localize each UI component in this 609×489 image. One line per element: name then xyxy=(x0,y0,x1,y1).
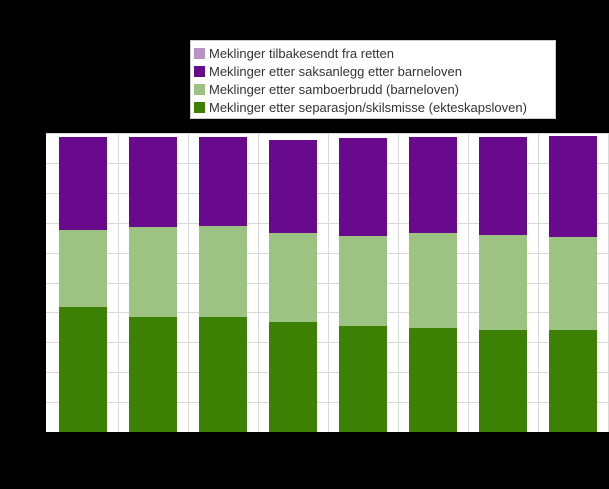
legend-item-label: Meklinger etter separasjon/skilsmisse (e… xyxy=(209,99,527,115)
bar-segment-series-1 xyxy=(129,137,177,227)
legend-item-label: Meklinger etter samboerbrudd (barneloven… xyxy=(209,81,460,97)
gridline-vertical xyxy=(188,133,189,432)
bar-segment-series-1 xyxy=(59,136,107,230)
gridline-horizontal xyxy=(46,252,609,254)
bar-segment-series-1 xyxy=(479,136,527,235)
bar-segment-series-3 xyxy=(59,307,107,432)
bar-segment-series-1 xyxy=(549,136,597,237)
bar-segment-series-3 xyxy=(199,317,247,432)
bar-segment-series-3 xyxy=(409,328,457,432)
gridline-vertical xyxy=(118,133,119,432)
legend-swatch-icon xyxy=(194,101,205,113)
legend-swatch-icon xyxy=(194,47,205,59)
gridline-horizontal xyxy=(46,372,609,374)
legend: Meklinger tilbakesendt fra retten Meklin… xyxy=(190,40,556,119)
legend-item-samboerbrudd[interactable]: Meklinger etter samboerbrudd (barneloven… xyxy=(194,80,551,98)
bar-segment-series-1 xyxy=(269,139,317,233)
bar-segment-series-2 xyxy=(549,236,597,331)
bar-segment-series-3 xyxy=(129,317,177,432)
legend-swatch-icon xyxy=(194,83,205,95)
bar-segment-series-2 xyxy=(269,232,317,323)
bar-segment-series-2 xyxy=(479,234,527,331)
bar-segment-series-2 xyxy=(339,235,387,327)
legend-item-tilbakesendt[interactable]: Meklinger tilbakesendt fra retten xyxy=(194,44,551,62)
gridline-horizontal xyxy=(46,342,609,344)
legend-item-saksanlegg[interactable]: Meklinger etter saksanlegg etter barnelo… xyxy=(194,62,551,80)
gridline-horizontal xyxy=(46,192,609,194)
legend-item-label: Meklinger tilbakesendt fra retten xyxy=(209,45,394,61)
bar-segment-series-1 xyxy=(339,138,387,236)
gridline-horizontal xyxy=(46,133,609,134)
bar-segment-series-2 xyxy=(129,226,177,318)
gridline-vertical xyxy=(258,133,259,432)
gridline-horizontal xyxy=(46,162,609,164)
gridline-vertical xyxy=(468,133,469,432)
gridline-vertical xyxy=(328,133,329,432)
gridline-vertical xyxy=(398,133,399,432)
bar-segment-series-3 xyxy=(479,330,527,432)
legend-item-label: Meklinger etter saksanlegg etter barnelo… xyxy=(209,63,462,79)
gridline-horizontal xyxy=(46,222,609,224)
bar-segment-series-1 xyxy=(199,136,247,226)
legend-swatch-icon xyxy=(194,65,205,77)
plot-area xyxy=(46,133,609,432)
gridline-horizontal xyxy=(46,282,609,284)
bar-segment-series-3 xyxy=(269,322,317,432)
legend-item-separasjon[interactable]: Meklinger etter separasjon/skilsmisse (e… xyxy=(194,98,551,116)
gridline-horizontal xyxy=(46,402,609,404)
bar-segment-series-2 xyxy=(59,229,107,308)
bar-segment-series-3 xyxy=(339,326,387,432)
bar-segment-series-3 xyxy=(549,330,597,432)
bar-segment-series-1 xyxy=(409,136,457,234)
bar-segment-series-2 xyxy=(409,233,457,329)
gridline-horizontal xyxy=(46,312,609,314)
bar-segment-series-2 xyxy=(199,225,247,318)
gridline-vertical xyxy=(538,133,539,432)
